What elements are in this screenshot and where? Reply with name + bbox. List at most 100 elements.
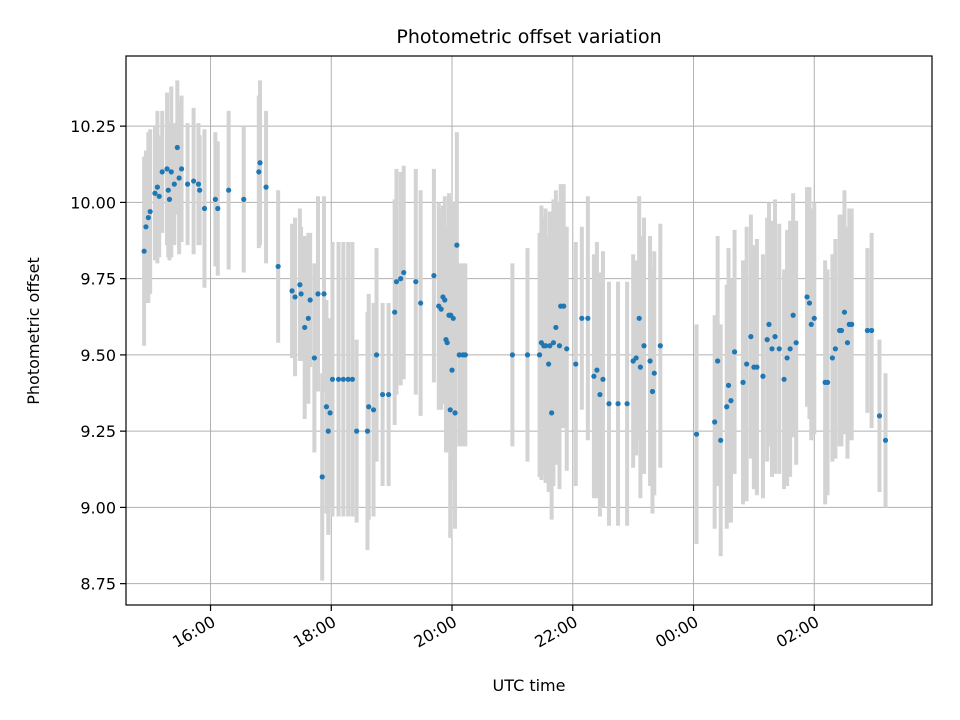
data-point <box>226 187 232 193</box>
data-point <box>838 327 845 334</box>
data-point <box>536 352 543 358</box>
data-point <box>636 315 642 321</box>
data-point <box>275 263 281 270</box>
data-point <box>298 291 304 297</box>
data-point <box>401 269 407 276</box>
data-point <box>832 346 839 352</box>
data-point <box>725 382 732 388</box>
data-point <box>370 407 377 413</box>
data-point <box>564 346 570 352</box>
data-point <box>447 407 453 413</box>
data-point <box>373 352 380 358</box>
data-point <box>154 184 160 190</box>
data-point <box>462 352 468 358</box>
data-point <box>766 321 772 327</box>
data-point <box>811 315 817 321</box>
data-point <box>418 300 424 306</box>
data-point <box>174 144 180 151</box>
data-point <box>307 297 313 303</box>
data-point <box>615 401 621 407</box>
data-point <box>215 205 221 212</box>
y-tick-label: 9.50 <box>80 346 116 365</box>
data-point <box>784 355 790 361</box>
y-tick-label: 10.00 <box>70 193 116 212</box>
data-point <box>641 343 647 349</box>
data-point <box>547 343 553 349</box>
data-point <box>754 364 760 370</box>
data-point <box>323 404 330 410</box>
data-point <box>256 169 262 175</box>
data-point <box>327 410 333 416</box>
data-point <box>876 413 883 419</box>
data-point <box>808 321 814 327</box>
data-point <box>197 187 203 193</box>
data-point <box>302 324 308 331</box>
x-axis-label: UTC time <box>493 676 566 695</box>
data-point <box>543 343 549 349</box>
data-point <box>579 315 585 321</box>
data-point <box>450 315 456 321</box>
data-point <box>364 428 371 434</box>
data-point <box>744 361 750 367</box>
data-point <box>718 437 724 443</box>
data-point <box>156 193 162 199</box>
data-point <box>456 352 462 358</box>
y-tick-label: 9.00 <box>80 498 116 517</box>
data-point <box>413 279 419 285</box>
data-point <box>731 349 738 355</box>
data-point <box>141 248 147 254</box>
data-point <box>392 309 398 315</box>
data-point <box>849 321 855 327</box>
data-point <box>329 376 336 382</box>
data-point <box>715 358 721 364</box>
data-point <box>164 166 170 172</box>
data-point <box>442 297 448 303</box>
data-point <box>379 391 386 398</box>
y-axis-label: Photometric offset <box>24 257 43 405</box>
data-point <box>143 224 149 230</box>
data-point <box>600 376 606 382</box>
data-point <box>340 376 346 382</box>
data-point <box>760 373 766 379</box>
chart-title: Photometric offset variation <box>396 26 661 48</box>
data-point <box>241 196 247 202</box>
data-point <box>398 276 404 282</box>
data-point <box>647 358 653 364</box>
data-point <box>546 361 552 367</box>
data-point <box>657 343 663 349</box>
data-point <box>594 367 600 373</box>
data-point <box>764 337 770 343</box>
data-point <box>212 196 218 202</box>
data-point <box>724 404 730 410</box>
data-point <box>159 169 165 175</box>
data-point <box>793 340 799 346</box>
data-point <box>790 312 796 318</box>
data-point <box>438 306 444 312</box>
data-point <box>431 273 437 279</box>
data-point <box>693 431 700 437</box>
data-point <box>806 300 813 306</box>
data-point <box>289 288 295 294</box>
data-point <box>176 175 182 181</box>
data-point <box>366 404 372 410</box>
data-point <box>553 324 559 331</box>
data-point <box>257 160 263 166</box>
y-tick-label: 8.75 <box>80 575 116 594</box>
data-point <box>315 291 321 297</box>
data-point <box>712 419 718 425</box>
data-point <box>305 315 311 321</box>
data-point <box>772 334 778 340</box>
data-point <box>147 208 153 215</box>
data-point <box>633 355 639 361</box>
data-point <box>449 367 455 373</box>
data-point <box>606 401 612 407</box>
data-point <box>311 355 317 361</box>
data-point <box>354 428 360 434</box>
data-point <box>335 376 342 382</box>
data-point <box>184 181 191 187</box>
data-point <box>345 376 351 382</box>
data-point <box>165 187 171 193</box>
data-point <box>263 184 269 190</box>
data-point <box>556 343 563 349</box>
